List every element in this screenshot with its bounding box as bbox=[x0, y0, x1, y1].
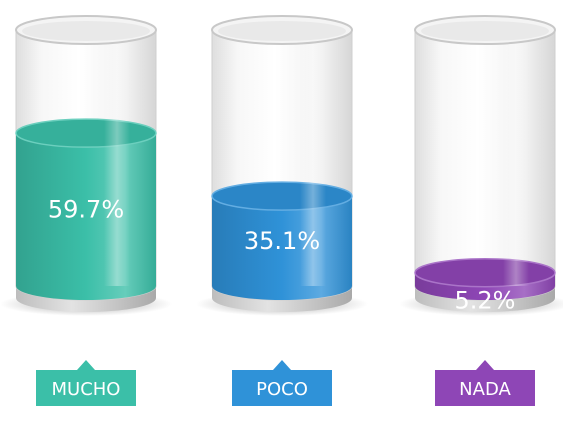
category-tag bbox=[232, 360, 332, 406]
cylinder-mucho: 59.7% MUCHO bbox=[0, 15, 172, 406]
liquid-surface bbox=[414, 257, 556, 288]
liquid-surface bbox=[211, 181, 353, 211]
data-label-nada: 5.2% bbox=[455, 287, 516, 315]
cylinder-rim-inner bbox=[218, 21, 346, 41]
cylinder-nada: 5.2% NADA bbox=[399, 15, 563, 406]
cylinder-poco: 35.1% POCO bbox=[196, 15, 368, 406]
data-label-poco: 35.1% bbox=[244, 227, 320, 255]
tick-label-poco: POCO bbox=[256, 379, 308, 400]
cylinder-rim-inner bbox=[22, 21, 150, 41]
glass-highlight bbox=[104, 30, 130, 286]
category-tag bbox=[36, 360, 136, 406]
liquid-surface bbox=[15, 118, 157, 148]
category-tag bbox=[435, 360, 535, 406]
glass-highlight bbox=[300, 30, 326, 286]
tick-label-nada: NADA bbox=[459, 379, 511, 400]
glass-highlight bbox=[503, 30, 529, 286]
tick-label-mucho: MUCHO bbox=[52, 379, 121, 400]
data-label-mucho: 59.7% bbox=[48, 196, 124, 224]
cylinder-rim-inner bbox=[421, 21, 549, 41]
